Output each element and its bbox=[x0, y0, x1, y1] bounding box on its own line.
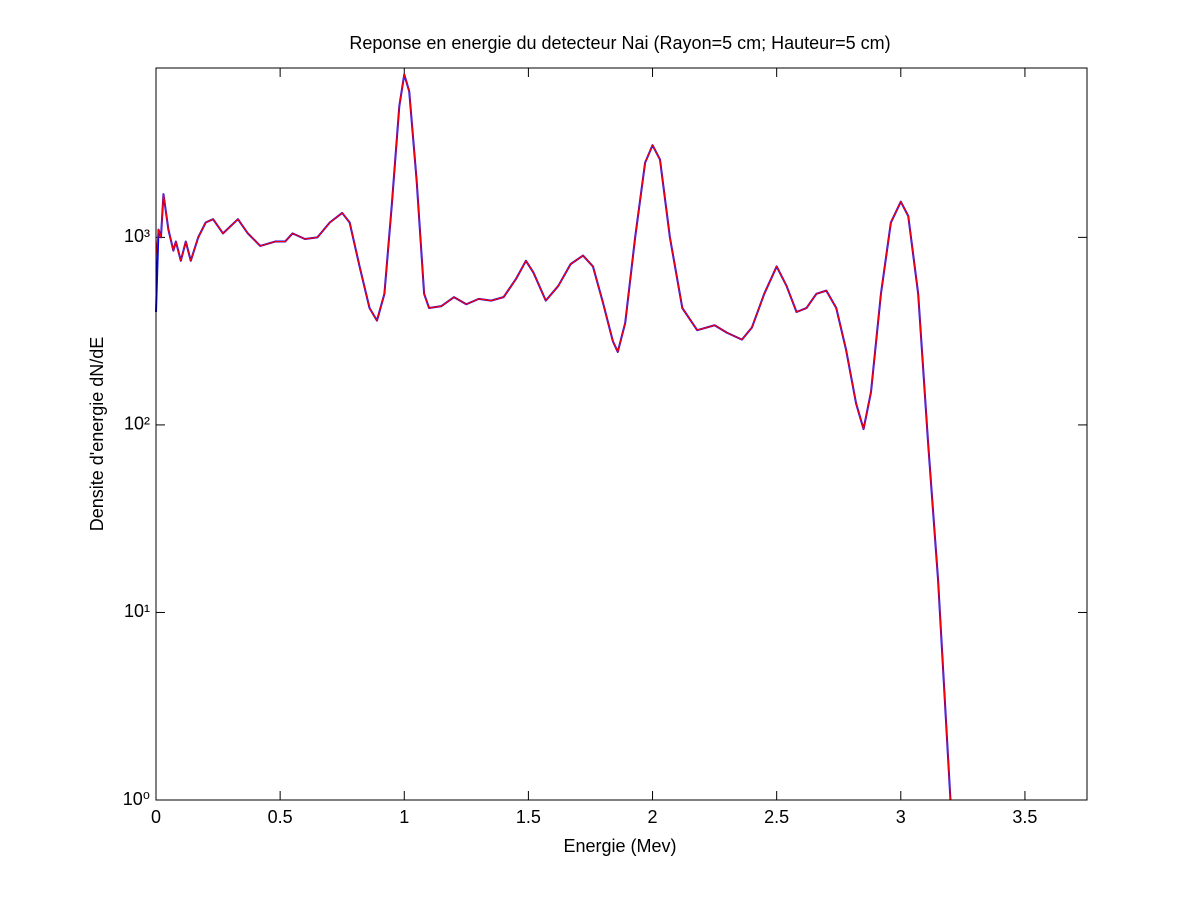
x-tick-label: 0 bbox=[151, 807, 161, 827]
x-tick-label: 2 bbox=[648, 807, 658, 827]
y-tick-label: 10³ bbox=[124, 226, 150, 246]
x-tick-label: 1.5 bbox=[516, 807, 541, 827]
y-tick-label: 10² bbox=[124, 414, 150, 434]
x-tick-label: 2.5 bbox=[764, 807, 789, 827]
x-tick-label: 3.5 bbox=[1012, 807, 1037, 827]
x-tick-label: 0.5 bbox=[268, 807, 293, 827]
x-axis-label: Energie (Mev) bbox=[563, 836, 676, 856]
chart-title: Reponse en energie du detecteur Nai (Ray… bbox=[349, 33, 890, 53]
y-axis-label: Densite d'energie dN/dE bbox=[87, 337, 107, 532]
y-tick-label: 10⁰ bbox=[123, 789, 150, 809]
x-tick-label: 1 bbox=[399, 807, 409, 827]
plot-frame bbox=[155, 67, 1088, 801]
y-tick-label: 10¹ bbox=[124, 601, 150, 621]
x-tick-label: 3 bbox=[896, 807, 906, 827]
data-line bbox=[155, 73, 952, 801]
